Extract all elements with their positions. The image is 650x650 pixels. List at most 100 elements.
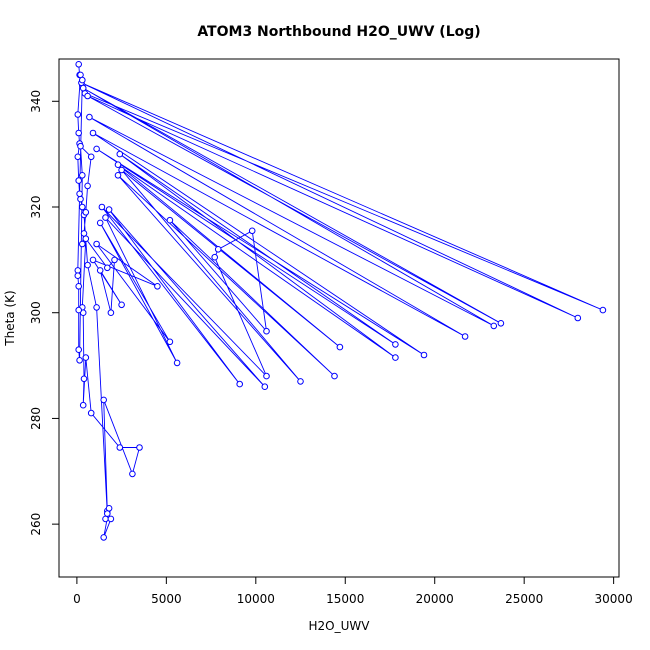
data-point bbox=[82, 235, 90, 242]
data-point bbox=[104, 510, 111, 517]
data-point bbox=[75, 283, 82, 290]
data-point bbox=[116, 444, 124, 451]
data-point bbox=[93, 304, 100, 311]
data-point bbox=[79, 240, 86, 248]
series-points bbox=[74, 61, 607, 541]
data-point bbox=[100, 534, 107, 541]
y-tick-label: 300 bbox=[29, 301, 43, 324]
data-point bbox=[80, 375, 88, 383]
data-point bbox=[236, 380, 243, 388]
data-point bbox=[79, 401, 87, 409]
data-point bbox=[497, 320, 505, 327]
data-point bbox=[77, 195, 84, 203]
data-point bbox=[574, 314, 582, 322]
chart-title: ATOM3 Northbound H2O_UWV (Log) bbox=[197, 24, 480, 40]
data-point bbox=[214, 246, 222, 253]
data-point bbox=[98, 203, 106, 211]
data-point bbox=[116, 150, 124, 158]
y-axis: 260 280 300 320 340 bbox=[29, 90, 60, 536]
data-point bbox=[89, 129, 97, 137]
data-point bbox=[79, 84, 87, 92]
data-point bbox=[102, 515, 109, 523]
data-point bbox=[331, 372, 338, 380]
data-point bbox=[111, 256, 118, 264]
x-tick-label: 25000 bbox=[505, 592, 543, 606]
data-point bbox=[82, 209, 90, 216]
data-point bbox=[89, 256, 97, 264]
data-point bbox=[84, 182, 91, 190]
data-point bbox=[93, 240, 100, 248]
data-point bbox=[87, 153, 95, 161]
data-point bbox=[93, 145, 100, 153]
data-point bbox=[74, 272, 82, 280]
series-line bbox=[77, 64, 604, 538]
data-point bbox=[420, 351, 428, 359]
data-point bbox=[77, 142, 84, 150]
data-point bbox=[96, 219, 104, 227]
data-point bbox=[76, 190, 83, 198]
data-point bbox=[75, 61, 82, 68]
y-tick-label: 280 bbox=[29, 407, 43, 430]
y-tick-label: 340 bbox=[29, 90, 43, 113]
x-tick-label: 30000 bbox=[595, 592, 633, 606]
data-point bbox=[173, 359, 181, 367]
data-point bbox=[87, 409, 95, 417]
data-point bbox=[76, 357, 83, 364]
data-point bbox=[104, 264, 111, 272]
x-tick-label: 10000 bbox=[237, 592, 275, 606]
data-point bbox=[96, 267, 104, 274]
data-point bbox=[263, 327, 270, 335]
data-point bbox=[74, 111, 82, 118]
data-point bbox=[166, 338, 174, 346]
data-point bbox=[79, 203, 86, 211]
data-point bbox=[75, 177, 82, 184]
x-axis: 0 5000 10000 15000 20000 25000 30000 bbox=[73, 576, 633, 606]
data-point bbox=[166, 216, 174, 224]
data-point bbox=[79, 76, 86, 84]
data-point bbox=[74, 153, 82, 161]
y-tick-label: 320 bbox=[29, 196, 43, 219]
data-point bbox=[336, 343, 344, 351]
data-point bbox=[100, 396, 107, 404]
data-point bbox=[82, 354, 90, 361]
data-point bbox=[392, 341, 399, 348]
data-point bbox=[75, 306, 82, 314]
data-point bbox=[86, 113, 93, 121]
data-point bbox=[599, 306, 607, 314]
data-point bbox=[102, 214, 109, 221]
data-point bbox=[297, 378, 304, 385]
data-point bbox=[461, 333, 469, 340]
data-point bbox=[75, 129, 82, 137]
data-point bbox=[392, 354, 399, 361]
data-point bbox=[211, 253, 218, 261]
data-point bbox=[118, 166, 125, 174]
data-point bbox=[84, 261, 91, 269]
y-tick-label: 260 bbox=[29, 513, 43, 536]
data-point bbox=[107, 309, 115, 317]
data-point bbox=[263, 372, 270, 380]
data-point bbox=[79, 172, 86, 179]
data-point bbox=[105, 206, 113, 213]
series-lines bbox=[77, 64, 604, 538]
x-axis-label: H2O_UWV bbox=[309, 619, 371, 633]
data-point bbox=[136, 444, 143, 451]
x-tick-label: 20000 bbox=[416, 592, 454, 606]
data-point bbox=[75, 346, 82, 354]
x-tick-label: 0 bbox=[73, 592, 81, 606]
data-point bbox=[74, 267, 82, 274]
data-point bbox=[107, 515, 115, 523]
data-point bbox=[261, 383, 269, 391]
y-axis-label: Theta (K) bbox=[3, 290, 17, 346]
data-point bbox=[129, 470, 136, 478]
data-point bbox=[154, 283, 161, 290]
data-point bbox=[105, 505, 113, 512]
data-point bbox=[248, 227, 256, 235]
x-tick-label: 15000 bbox=[326, 592, 364, 606]
data-point bbox=[490, 322, 498, 330]
data-point bbox=[84, 92, 91, 100]
data-point bbox=[114, 161, 122, 168]
data-point bbox=[118, 301, 125, 309]
x-tick-label: 5000 bbox=[151, 592, 182, 606]
